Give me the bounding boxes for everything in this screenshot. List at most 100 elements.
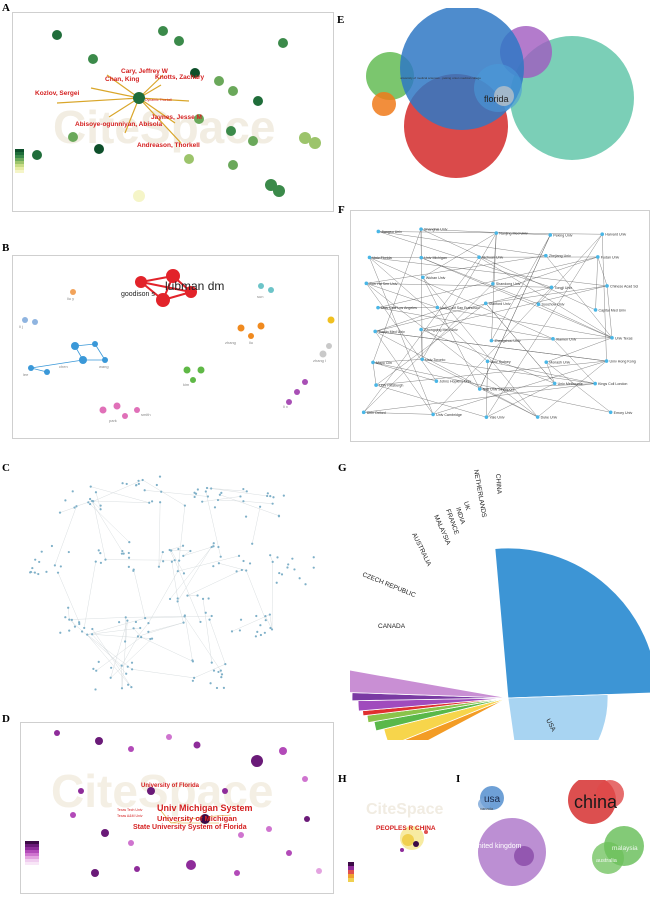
institution-label: Jiangsu Univ (381, 230, 402, 234)
institution-label: Tianjin Med Univ (378, 330, 405, 334)
institution-node (600, 232, 605, 237)
svg-text:park: park (109, 418, 117, 423)
network-node (254, 635, 257, 638)
network-node (134, 484, 138, 487)
network-node (264, 615, 267, 618)
network-node (183, 615, 186, 618)
network-node (204, 490, 207, 493)
label-usa: usa (484, 794, 501, 805)
panel-a-network: CiteSpace Cary, Jeffrey W Chan, King Kno… (12, 12, 334, 212)
network-node (168, 597, 172, 601)
svg-text:smith: smith (141, 412, 151, 417)
label-texas-am: Texas A&M Univ (117, 814, 143, 818)
network-node (127, 683, 130, 686)
watermark: CiteSpace (51, 765, 273, 817)
network-node (70, 618, 73, 621)
svg-text:sun: sun (257, 294, 263, 299)
label-knotts: Knotts, Zachary (155, 74, 205, 81)
network-node (196, 594, 199, 597)
network-node (139, 626, 142, 630)
network-node (120, 664, 123, 667)
network-node (58, 511, 62, 514)
bubble-australia (592, 842, 624, 874)
panel-b-network: lubman dm goodison s zhang liu (12, 255, 339, 439)
network-node (121, 549, 124, 553)
network-node (130, 668, 134, 671)
network-node (183, 504, 186, 507)
network-node (212, 565, 215, 568)
network-node (201, 500, 204, 503)
institution-node (491, 281, 495, 286)
network-node (94, 491, 98, 494)
network-node (210, 545, 213, 549)
institution-label: Shandong Univ (496, 282, 521, 286)
institution-node (549, 285, 554, 290)
rose-wedge (494, 547, 650, 699)
network-node (209, 682, 212, 685)
institution-node (421, 275, 425, 280)
network-node (132, 627, 135, 630)
network-node (215, 686, 219, 690)
network-node (245, 569, 248, 572)
network-node (222, 686, 226, 689)
label-state-univ-florida: State University System of Florida (133, 824, 247, 831)
network-node (67, 606, 70, 609)
network-node (130, 685, 133, 689)
institution-node (361, 410, 366, 415)
label-small: Dynamic Thorkell (145, 98, 172, 102)
institution-node (489, 338, 494, 343)
network-node (238, 629, 241, 632)
institution-label: Soochow Univ (541, 303, 564, 307)
network-node (92, 667, 95, 670)
institution-label: Univ Calif San Francisco (440, 306, 479, 310)
panel-letter-b: B (2, 242, 10, 254)
network-node (88, 497, 92, 501)
institution-node (544, 253, 548, 258)
network-node (212, 542, 215, 545)
panel-letter-c: C (2, 462, 10, 474)
network-node (206, 495, 210, 498)
label-texas-tech: Texas Tech Univ (117, 808, 143, 812)
network-node (298, 577, 301, 580)
network-node (68, 629, 71, 632)
network-node (269, 554, 272, 557)
institution-node (373, 329, 377, 334)
network-node (242, 487, 245, 491)
cluster-teal (258, 283, 274, 293)
institution-node (544, 360, 549, 364)
network-node (144, 617, 147, 620)
network-node (50, 544, 54, 548)
institution-label: Nanjing Med Univ (499, 231, 528, 235)
network-node (94, 688, 97, 691)
institution-node (420, 357, 425, 362)
network-node (196, 488, 199, 491)
network-node (237, 554, 241, 557)
network-node (149, 637, 152, 641)
label-chan: Chan, King (105, 76, 139, 83)
network-node (277, 515, 281, 518)
rose-wedge (507, 694, 609, 740)
institution-node (551, 337, 555, 341)
institution-node (419, 327, 423, 332)
network-node (80, 630, 84, 633)
institution-label: Zhejiang Univ (549, 254, 571, 258)
network-node (271, 502, 274, 505)
legend (348, 862, 354, 882)
network-node (193, 491, 196, 494)
network-node (170, 560, 173, 563)
institution-node (593, 308, 598, 312)
cluster-grey (319, 343, 332, 358)
network-node (220, 676, 223, 679)
svg-text:zhang l: zhang l (313, 358, 326, 363)
institution-node (431, 412, 435, 417)
network-node (312, 566, 315, 569)
institution-node (419, 255, 424, 260)
network-node (210, 487, 213, 490)
network-node (178, 559, 181, 562)
network-node (272, 496, 275, 499)
panel-e-bubbles: florida university of medical sciences ·… (350, 8, 650, 190)
network-node (264, 619, 267, 622)
network-node (162, 560, 165, 563)
network-node (291, 557, 294, 560)
panel-letter-d: D (2, 713, 10, 725)
